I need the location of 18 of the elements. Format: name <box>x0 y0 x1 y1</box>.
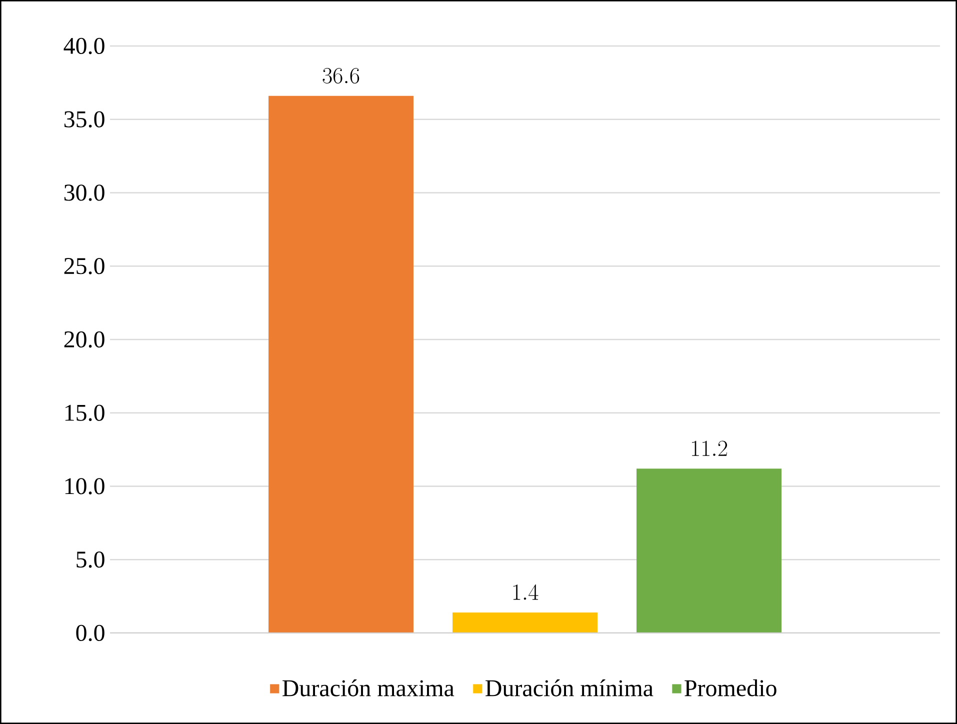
data-label: 11 .2 <box>692 440 728 456</box>
y-tick-label: 35.0 <box>64 111 104 128</box>
y-tick-label: 10.0 <box>65 478 104 494</box>
bar <box>268 96 414 633</box>
legend-label: Duración maxima <box>282 679 454 696</box>
legend-label: Duración mínima <box>486 679 654 696</box>
y-tick-label: 25.0 <box>64 258 104 274</box>
data-label: 1 .4 <box>513 584 538 600</box>
y-tick-label: 30.0 <box>64 184 104 201</box>
y-tick-label: 5.0 <box>76 551 104 568</box>
legend-label: Promedio <box>684 679 776 696</box>
y-tick-label: 0.0 <box>76 624 104 642</box>
bar <box>452 612 598 633</box>
y-tick-label: 15.0 <box>65 404 104 422</box>
data-label: 36.6 <box>322 68 360 84</box>
y-tick-label: 40.0 <box>64 38 104 54</box>
bar <box>636 468 782 633</box>
y-tick-label: 20.0 <box>64 331 104 348</box>
